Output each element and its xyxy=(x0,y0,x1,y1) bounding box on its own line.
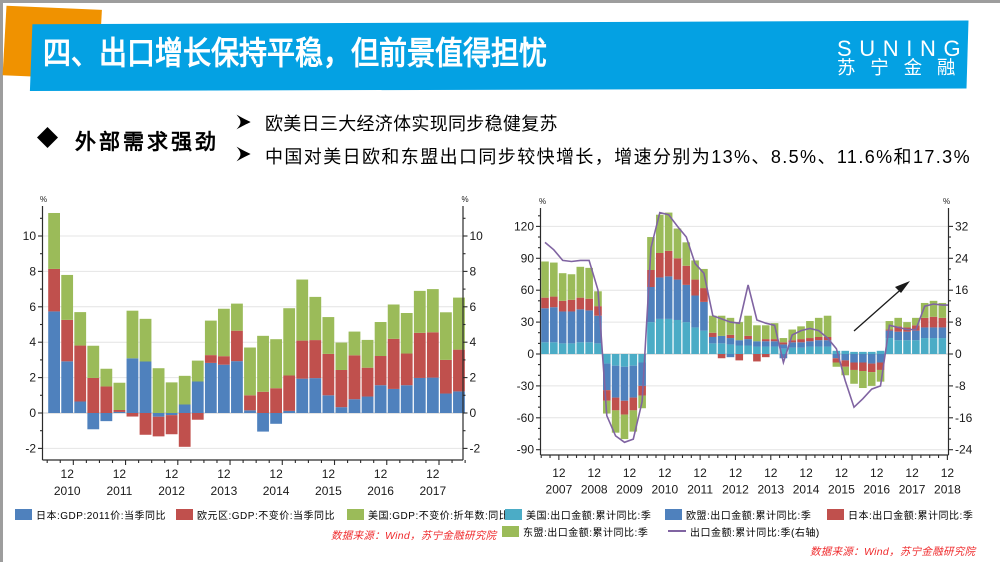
svg-text:24: 24 xyxy=(955,251,969,265)
svg-text:2018: 2018 xyxy=(934,483,961,497)
svg-text:2007: 2007 xyxy=(546,483,573,497)
svg-text:-60: -60 xyxy=(517,411,535,425)
svg-text:6: 6 xyxy=(29,300,36,314)
svg-text:2011: 2011 xyxy=(687,483,713,497)
svg-text:12: 12 xyxy=(588,466,602,480)
svg-text:-24: -24 xyxy=(955,443,973,457)
svg-text:2010: 2010 xyxy=(651,483,678,497)
svg-text:2014: 2014 xyxy=(263,484,290,498)
svg-text:2017: 2017 xyxy=(899,483,926,497)
svg-text:12: 12 xyxy=(426,467,440,481)
svg-text:-30: -30 xyxy=(517,379,535,393)
svg-text:2: 2 xyxy=(29,371,36,385)
svg-text:2: 2 xyxy=(470,371,477,385)
svg-text:8: 8 xyxy=(955,315,962,329)
svg-text:2012: 2012 xyxy=(722,483,749,497)
svg-text:2016: 2016 xyxy=(367,484,394,498)
svg-text:%: % xyxy=(40,195,47,204)
svg-text:4: 4 xyxy=(470,335,477,349)
svg-text:10: 10 xyxy=(470,229,484,243)
svg-text:60: 60 xyxy=(521,283,535,297)
svg-text:12: 12 xyxy=(870,466,884,480)
svg-text:%: % xyxy=(539,197,546,206)
svg-text:2013: 2013 xyxy=(757,483,784,497)
svg-text:16: 16 xyxy=(955,283,969,297)
svg-text:2013: 2013 xyxy=(211,484,238,498)
svg-text:0: 0 xyxy=(29,406,36,420)
svg-text:12: 12 xyxy=(61,467,75,481)
svg-text:2016: 2016 xyxy=(863,483,890,497)
svg-text:12: 12 xyxy=(905,466,919,480)
svg-text:12: 12 xyxy=(729,466,743,480)
svg-text:-16: -16 xyxy=(955,411,973,425)
svg-text:90: 90 xyxy=(521,251,535,265)
svg-text:2015: 2015 xyxy=(315,484,342,498)
svg-text:12: 12 xyxy=(269,467,283,481)
svg-text:12: 12 xyxy=(322,467,336,481)
svg-text:2012: 2012 xyxy=(158,484,185,498)
svg-text:12: 12 xyxy=(835,466,849,480)
svg-text:10: 10 xyxy=(23,229,37,243)
svg-text:12: 12 xyxy=(374,467,388,481)
svg-text:12: 12 xyxy=(623,466,637,480)
svg-text:%: % xyxy=(943,197,950,206)
svg-text:12: 12 xyxy=(552,466,566,480)
svg-text:4: 4 xyxy=(29,335,36,349)
svg-text:12: 12 xyxy=(941,466,955,480)
svg-text:32: 32 xyxy=(955,219,969,233)
svg-text:-90: -90 xyxy=(517,443,535,457)
svg-text:30: 30 xyxy=(521,315,535,329)
svg-text:12: 12 xyxy=(799,466,813,480)
svg-text:12: 12 xyxy=(658,466,672,480)
svg-text:12: 12 xyxy=(113,467,127,481)
svg-text:2017: 2017 xyxy=(419,484,446,498)
svg-text:12: 12 xyxy=(693,466,707,480)
svg-text:0: 0 xyxy=(955,347,962,361)
svg-text:0: 0 xyxy=(527,347,534,361)
svg-text:2015: 2015 xyxy=(828,483,855,497)
svg-text:%: % xyxy=(461,195,468,204)
svg-text:12: 12 xyxy=(217,467,231,481)
svg-text:6: 6 xyxy=(470,300,477,314)
svg-text:2014: 2014 xyxy=(793,483,820,497)
svg-text:2008: 2008 xyxy=(581,483,608,497)
svg-text:12: 12 xyxy=(764,466,778,480)
svg-text:2010: 2010 xyxy=(54,484,81,498)
svg-text:-2: -2 xyxy=(25,441,36,455)
svg-text:-8: -8 xyxy=(955,379,966,393)
svg-text:8: 8 xyxy=(470,264,477,278)
svg-text:0: 0 xyxy=(470,406,477,420)
svg-text:8: 8 xyxy=(29,264,36,278)
svg-text:12: 12 xyxy=(165,467,179,481)
svg-text:-2: -2 xyxy=(470,441,481,455)
svg-text:2009: 2009 xyxy=(616,483,643,497)
svg-text:120: 120 xyxy=(514,219,534,233)
svg-text:2011: 2011 xyxy=(106,484,132,498)
